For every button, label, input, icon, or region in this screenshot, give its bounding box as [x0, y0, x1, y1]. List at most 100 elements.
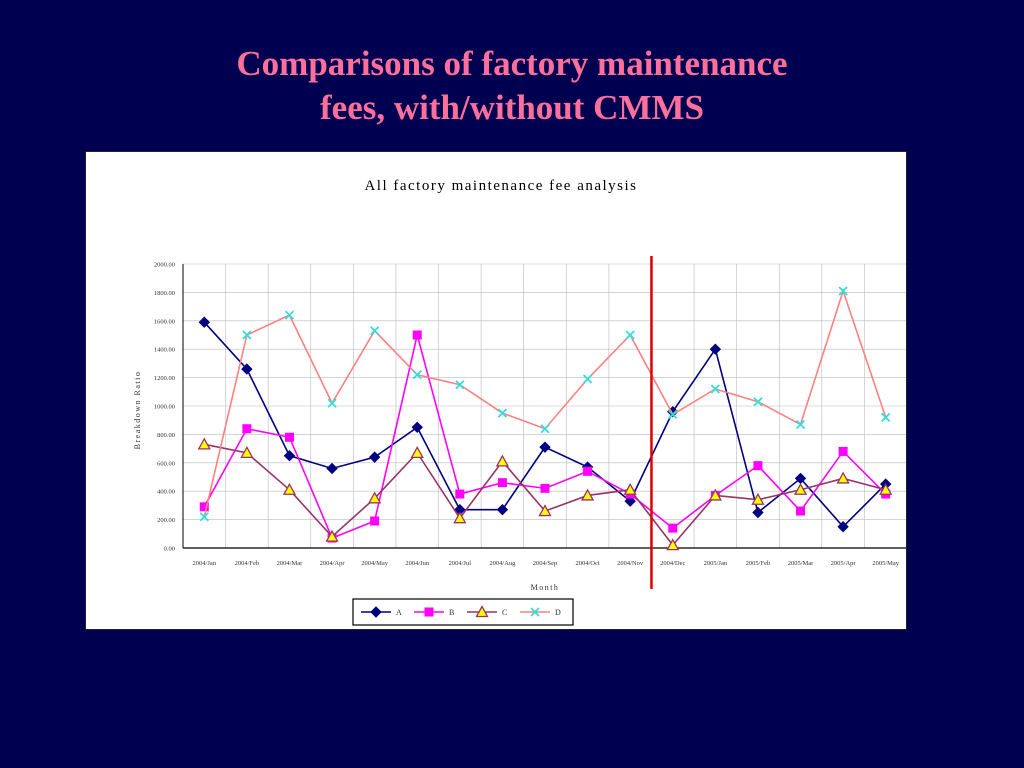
y-tick-label: 0.00 [164, 546, 175, 553]
data-point-d [455, 380, 465, 390]
x-tick-label: 2004/Jul [449, 560, 472, 567]
data-point-d [540, 424, 550, 434]
data-point-d [710, 384, 720, 394]
data-point-c [410, 446, 424, 459]
data-point-a [411, 421, 423, 434]
data-point-c [623, 482, 637, 495]
data-point-a [624, 495, 636, 507]
series-line-c [204, 443, 886, 547]
data-point-a [283, 449, 296, 462]
legend-marker [424, 607, 434, 617]
data-point-d [753, 397, 763, 407]
data-point-b [455, 489, 465, 499]
x-tick-label: 2004/May [361, 560, 388, 567]
data-point-d [370, 326, 380, 336]
data-point-d [582, 374, 593, 384]
legend-label: A [396, 608, 402, 617]
legend-marker [530, 607, 540, 617]
legend-label: B [449, 608, 454, 617]
data-point-d [881, 412, 891, 422]
chart-panel: All factory maintenance fee analysis 0.0… [85, 151, 907, 630]
data-point-b [583, 466, 593, 476]
legend: A B C D [352, 598, 574, 626]
data-point-b [796, 506, 806, 516]
series-line-a [203, 321, 887, 528]
legend-entry-b: B [414, 607, 454, 617]
data-point-c [580, 488, 595, 501]
slide-title-line-2: fees, with/without CMMS [320, 88, 704, 127]
data-point-a [752, 506, 764, 519]
data-point-a [837, 520, 849, 533]
data-point-c [240, 446, 254, 459]
data-point-b [370, 516, 380, 526]
legend-entry-d: D [520, 607, 561, 617]
data-point-d [497, 408, 508, 418]
series-line-d [203, 288, 887, 517]
line-chart: All factory maintenance fee analysis 0.0… [133, 178, 906, 626]
y-tick-label: 1600.00 [154, 318, 175, 325]
data-point-c [793, 482, 808, 495]
x-tick-label: 2005/Feb [746, 560, 771, 567]
y-tick-label: 1000.00 [154, 404, 175, 411]
x-axis-label: Month [531, 583, 560, 592]
legend-marker [475, 605, 489, 618]
y-tick-label: 400.00 [157, 489, 175, 496]
data-point-b [284, 432, 294, 442]
x-tick-label: 2004/Dec [660, 560, 685, 567]
data-point-c [495, 454, 510, 467]
x-tick-label: 2004/Apr [320, 560, 346, 567]
x-tick-label: 2005/Jan [704, 560, 728, 567]
data-point-d [838, 286, 848, 296]
x-tick-label: 2004/Jan [193, 560, 217, 567]
data-point-d [795, 419, 806, 430]
data-point-c [666, 538, 680, 551]
data-point-c [325, 529, 339, 542]
legend-label: C [502, 608, 507, 617]
data-point-d [668, 409, 678, 420]
y-tick-label: 800.00 [157, 432, 175, 439]
x-tick-label: 2005/Mar [788, 560, 814, 567]
x-tick-label: 2004/Feb [235, 560, 260, 567]
data-point-c [453, 511, 467, 524]
x-tick-label: 2004/Aug [489, 560, 516, 567]
y-tick-label: 200.00 [157, 517, 175, 524]
data-point-a [709, 343, 722, 355]
y-tick-label: 1800.00 [154, 290, 175, 297]
data-point-a [539, 441, 551, 453]
series-c [197, 437, 893, 551]
x-tick-label: 2004/Mar [277, 560, 303, 567]
y-tick-label: 600.00 [157, 460, 175, 467]
x-tick-label: 2005/Apr [831, 560, 857, 567]
data-point-c [708, 488, 722, 501]
x-tick-label: 2004/Sep [533, 560, 558, 567]
legend-label: D [555, 608, 561, 617]
legend-entry-c: C [467, 605, 507, 618]
data-point-d [242, 330, 252, 340]
data-point-d [412, 370, 422, 380]
series-d [199, 286, 891, 522]
data-point-d [625, 330, 635, 340]
y-tick-label: 2000.00 [154, 262, 175, 269]
x-tick-label: 2005/May [872, 560, 899, 567]
data-point-c [836, 471, 850, 484]
data-point-a [368, 451, 381, 463]
x-tick-label: 2004/Jun [405, 560, 430, 567]
y-tick-label: 1400.00 [154, 347, 175, 354]
legend-marker [370, 606, 382, 618]
data-point-c [197, 437, 211, 450]
data-point-b [199, 502, 209, 512]
slide-title-line-1: Comparisons of factory maintenance [236, 44, 788, 83]
data-point-c [282, 482, 297, 495]
data-point-c [751, 492, 765, 505]
data-point-b [540, 483, 550, 493]
data-point-a [496, 503, 509, 516]
data-point-c [879, 482, 893, 495]
data-point-b [753, 461, 763, 471]
data-point-d [199, 512, 209, 522]
data-point-a [241, 363, 253, 375]
slide-title: Comparisons of factory maintenance fees,… [0, 42, 1024, 130]
y-axis-label: Breakdown Ratio [133, 371, 142, 450]
data-point-b [412, 330, 422, 340]
data-point-d [284, 310, 295, 320]
x-tick-label: 2004/Oct [575, 560, 599, 567]
